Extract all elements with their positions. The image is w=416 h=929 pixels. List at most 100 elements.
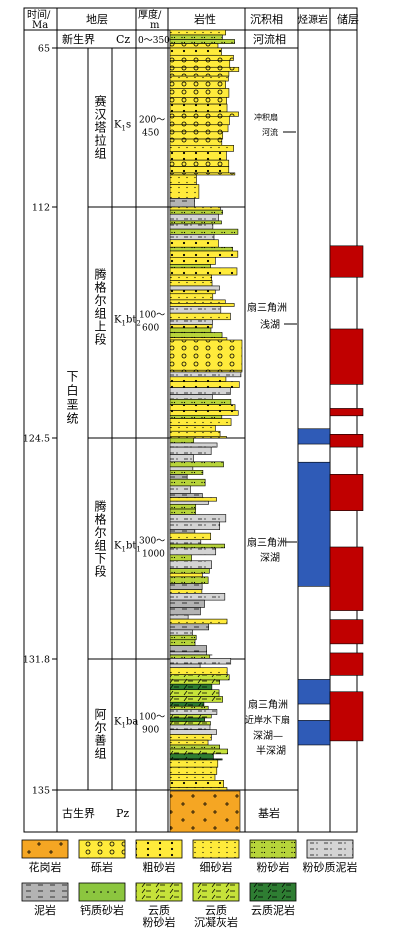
reservoir-interval	[329, 408, 364, 417]
lithology-bed	[169, 399, 232, 405]
legend-item: 云质泥岩	[249, 882, 297, 917]
lithology-bed	[169, 739, 209, 746]
thickness-range: 900	[142, 726, 159, 736]
source-rock-interval	[297, 461, 331, 587]
legend-item: 砾岩	[78, 839, 126, 874]
facies-alluvial-fan: 冲积扇	[254, 112, 278, 122]
lithology-bed	[169, 629, 193, 636]
legend-item: 细砂岩	[192, 839, 240, 874]
lithology-bed	[169, 729, 217, 735]
lithology-bed	[169, 206, 221, 211]
reservoir-interval	[329, 619, 364, 645]
lithology-bed	[169, 645, 207, 653]
lithology-bed	[169, 714, 212, 719]
facies-fluvial: 河流	[262, 127, 278, 137]
formation-tengeer-upper: 腾格尔组上段	[93, 267, 107, 346]
lithology-bed	[169, 589, 203, 594]
thickness-range: 1000	[142, 550, 165, 560]
lithology-bed	[169, 721, 211, 726]
lithology-bed	[169, 299, 226, 304]
lithology-bed	[169, 454, 194, 463]
lithology-bed	[169, 639, 196, 646]
svg-text:粉砂岩: 粉砂岩	[143, 915, 176, 929]
svg-text:粉砂岩: 粉砂岩	[257, 860, 290, 874]
lithology-bed	[169, 470, 204, 475]
reservoir-interval	[329, 652, 364, 676]
lithology-bed	[169, 415, 223, 419]
facies-fan-delta-upper: 扇三角洲	[247, 301, 287, 314]
lithology-bed	[169, 29, 227, 36]
age-label: 112	[32, 203, 50, 214]
lithology-bed	[169, 532, 212, 541]
lithology-bed	[169, 394, 213, 400]
svg-text:云质泥岩: 云质泥岩	[251, 903, 295, 917]
reservoir-interval	[329, 546, 364, 611]
facies-deep-semi: 深湖—	[253, 730, 283, 742]
thickness-range: 300～	[139, 537, 165, 547]
reservoir-interval	[329, 691, 364, 742]
age-label: 131.8	[23, 655, 50, 666]
lithology-bed	[169, 466, 194, 471]
lithology-bed	[169, 410, 239, 416]
svg-text:砾岩: 砾岩	[91, 860, 113, 874]
thickness-range: 100～	[139, 311, 165, 321]
lithology-bed	[169, 223, 214, 230]
lithology-bed	[169, 504, 197, 510]
lithology-bed	[169, 430, 221, 437]
lithology-bed	[169, 497, 217, 502]
lithology-bed	[169, 111, 239, 117]
formation-tengeer-lower: 腾格尔组下段	[93, 499, 107, 578]
lithology-bed	[169, 667, 228, 675]
formation-code: K1ba	[114, 717, 138, 730]
lithology-bed	[169, 618, 228, 625]
lithology-bed	[169, 306, 222, 314]
code-cenozoic: Cz	[116, 33, 130, 46]
lithology-bed	[169, 184, 200, 199]
lithology-bed	[169, 493, 203, 498]
lithology-bed	[169, 257, 216, 265]
lithology-bed	[169, 280, 213, 287]
thickness-cenozoic: 0～350	[138, 36, 170, 46]
lithology-bed	[169, 319, 213, 325]
lithology-bed	[169, 759, 219, 768]
age-label: 65	[38, 44, 50, 55]
lithology-bed	[169, 607, 201, 616]
code-paleozoic: Pz	[116, 807, 129, 820]
svg-text:钙质砂岩: 钙质砂岩	[80, 903, 124, 917]
lithology-bed	[169, 387, 231, 395]
lithology-bed	[169, 753, 214, 760]
lithology-bed	[169, 774, 216, 781]
formation-code: K1bt1	[114, 541, 141, 554]
lithology-bed	[169, 568, 210, 574]
era-cenozoic: 新生界	[62, 32, 95, 46]
lithology-bed	[169, 500, 209, 505]
lithology-bed	[169, 705, 209, 710]
header-time-unit: Ma	[32, 20, 48, 31]
reservoir-interval	[329, 245, 364, 278]
lithology-bed	[169, 554, 192, 562]
header-strata: 地层	[86, 13, 108, 26]
facies-paleozoic: 基岩	[258, 806, 280, 820]
lithology-bed	[169, 250, 239, 258]
legend-item: 粉砂质泥岩	[303, 839, 358, 874]
lithology-bed	[169, 97, 227, 105]
lithology-bed	[169, 701, 205, 707]
lithology-bed	[169, 689, 220, 697]
lithology-bed	[169, 381, 240, 388]
lithology-bed	[169, 654, 211, 659]
lithology-bed	[169, 159, 230, 167]
formation-code: K1bt2	[114, 315, 141, 328]
header-thickness-unit: m	[150, 20, 160, 31]
lithology-bed	[169, 145, 234, 152]
svg-text:粗砂岩: 粗砂岩	[143, 860, 176, 874]
lithology-bed	[169, 576, 209, 584]
source-rock-interval	[297, 428, 331, 445]
lithology-bed	[169, 285, 220, 291]
lithology-bed	[169, 583, 203, 590]
lithology-bed	[169, 103, 228, 113]
lithology-bed	[169, 683, 213, 691]
lithology-bed	[169, 663, 201, 669]
lithology-bed	[169, 634, 197, 641]
